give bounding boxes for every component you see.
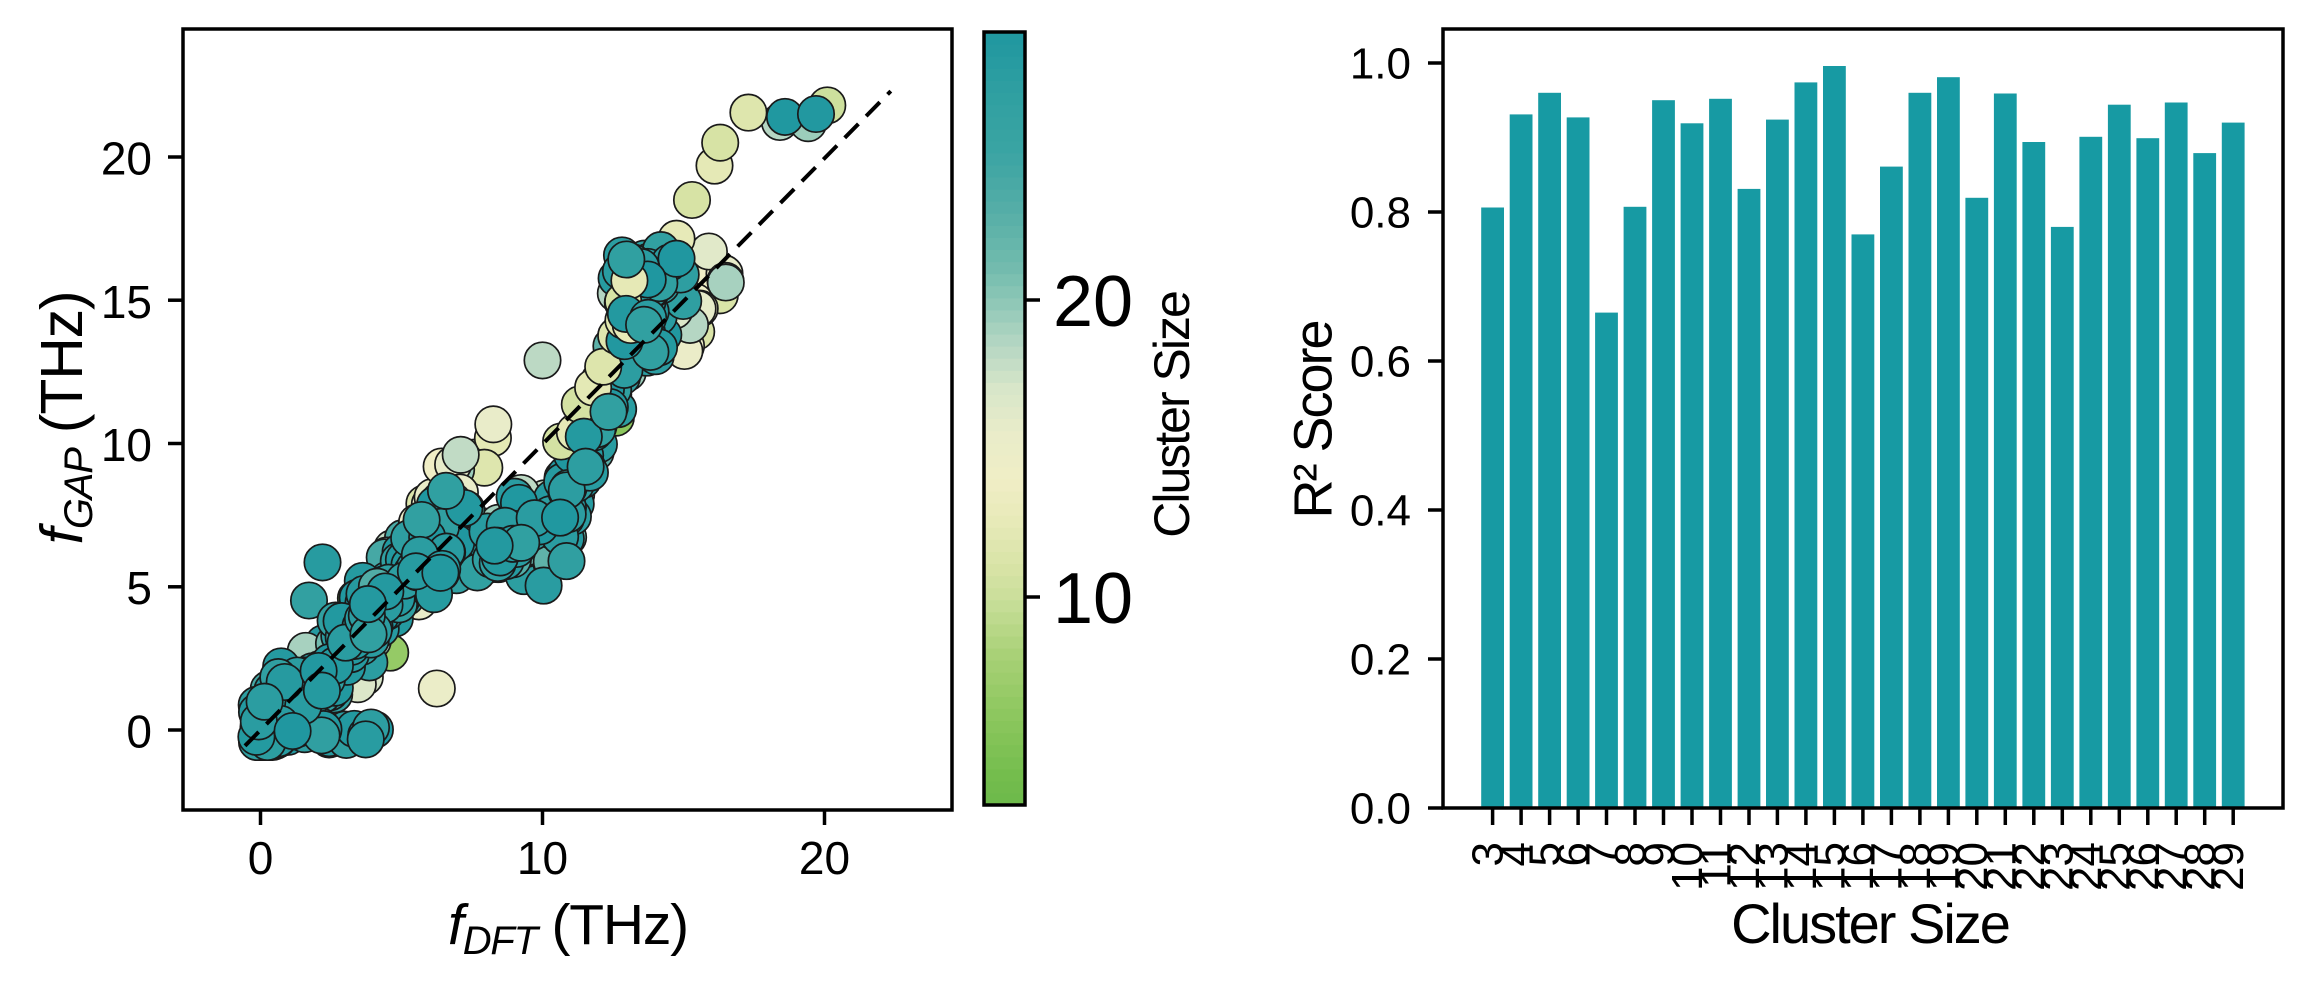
svg-text:0.4: 0.4 — [1350, 487, 1411, 536]
svg-text:7: 7 — [1578, 842, 1627, 866]
svg-text:15: 15 — [1805, 842, 1854, 891]
svg-text:23: 23 — [2033, 842, 2082, 891]
svg-text:20: 20 — [1053, 262, 1133, 342]
svg-text:25: 25 — [2090, 842, 2139, 891]
svg-text:10: 10 — [517, 832, 568, 884]
svg-text:10: 10 — [1053, 559, 1133, 639]
svg-text:21: 21 — [1976, 842, 2025, 891]
svg-text:3: 3 — [1464, 842, 1513, 866]
svg-text:10: 10 — [1663, 842, 1712, 891]
svg-text:28: 28 — [2176, 842, 2225, 891]
svg-text:0.0: 0.0 — [1350, 785, 1411, 834]
svg-text:0.6: 0.6 — [1350, 338, 1411, 387]
svg-text:1.0: 1.0 — [1350, 40, 1411, 89]
svg-text:0: 0 — [126, 706, 152, 758]
svg-text:Cluster Size: Cluster Size — [1731, 892, 2009, 955]
svg-text:19: 19 — [1919, 842, 1968, 891]
svg-text:5: 5 — [126, 562, 152, 614]
svg-text:24: 24 — [2062, 842, 2111, 891]
svg-text:Cluster Size: Cluster Size — [1144, 292, 1200, 538]
svg-text:26: 26 — [2119, 842, 2168, 891]
svg-text:16: 16 — [1834, 842, 1883, 891]
svg-text:11: 11 — [1692, 842, 1741, 888]
svg-text:10: 10 — [101, 419, 152, 471]
svg-text:22: 22 — [2005, 842, 2054, 891]
svg-text:27: 27 — [2147, 842, 2196, 891]
svg-text:4: 4 — [1492, 842, 1541, 866]
svg-text:13: 13 — [1748, 842, 1797, 891]
svg-text:fDFT (THz): fDFT (THz) — [448, 893, 688, 963]
svg-text:20: 20 — [799, 832, 850, 884]
svg-text:14: 14 — [1777, 842, 1826, 891]
svg-text:R² Score: R² Score — [1284, 321, 1344, 518]
svg-text:fGAP (THz): fGAP (THz) — [29, 292, 101, 545]
svg-text:20: 20 — [101, 133, 152, 185]
svg-text:9: 9 — [1635, 842, 1684, 866]
svg-text:5: 5 — [1521, 842, 1570, 866]
svg-text:29: 29 — [2204, 842, 2253, 891]
svg-text:15: 15 — [101, 276, 152, 328]
svg-text:0.2: 0.2 — [1350, 636, 1411, 685]
svg-text:18: 18 — [1891, 842, 1940, 891]
svg-text:0: 0 — [248, 832, 274, 884]
svg-text:20: 20 — [1948, 842, 1997, 891]
svg-text:6: 6 — [1549, 842, 1598, 866]
svg-text:8: 8 — [1606, 842, 1655, 866]
svg-text:0.8: 0.8 — [1350, 189, 1411, 238]
svg-text:12: 12 — [1720, 842, 1769, 891]
svg-text:17: 17 — [1862, 842, 1911, 891]
